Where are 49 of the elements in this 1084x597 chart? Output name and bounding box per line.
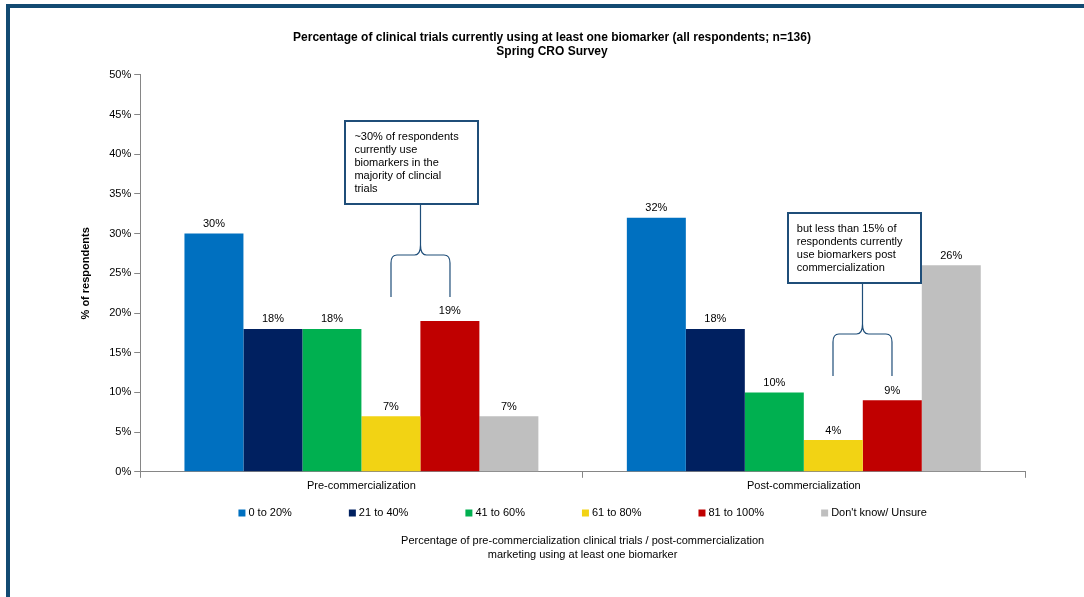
legend-label: Don't know/ Unsure [831,506,927,519]
bar [361,416,421,472]
y-axis-title: % of respondents [78,227,91,320]
data-label: 4% [825,423,842,436]
y-tick-label: 25% [109,266,132,279]
y-tick-label: 5% [115,425,132,438]
x-tick-label: Pre-commercialization [307,479,416,492]
annotation: ~30% of respondents currently use biomarkers in the majority of clincial trials [344,119,480,205]
bar [862,400,922,472]
legend-label: 61 to 80% [591,506,642,519]
y-tick-label: 40% [109,147,132,160]
data-label: 26% [940,248,963,261]
chart-subtitle: Spring CRO Survey [496,43,608,58]
data-label: 30% [202,217,226,230]
y-tick-label: 20% [109,306,132,319]
data-label: 18% [261,312,285,325]
bar [420,320,480,472]
data-label: 18% [320,312,344,325]
bar [803,440,863,472]
annotation: but less than 15% of respondents currently use biomarkers post commercialization [786,212,922,285]
bar [744,392,804,472]
y-tick-label: 35% [109,186,132,199]
data-label: 10% [763,375,786,388]
bar [184,233,244,472]
y-tick-label: 10% [109,385,132,398]
data-label: 7% [382,399,400,412]
x-tick-label: Post-commercialization [746,479,861,492]
y-tick-label: 15% [109,345,132,358]
bar [626,217,686,472]
data-label: 19% [438,304,462,317]
y-tick-label: 30% [109,226,132,239]
y-tick-label: 45% [109,107,132,120]
y-tick-label: 0% [115,464,132,477]
data-label: 7% [500,399,518,412]
bar [921,265,981,472]
y-tick-label: 50% [109,67,132,80]
legend-label: 0 to 20% [248,506,293,519]
data-label: 9% [884,383,901,396]
x-axis-title: Percentage of pre-commercialization clinical trials / post-commercialization marketing using at least one biomarker [401,533,765,560]
data-label: 32% [645,201,668,214]
bar [302,328,362,472]
legend-label: 21 to 40% [358,506,409,519]
data-label: 18% [704,312,727,325]
legend-label: 81 to 100% [708,506,765,519]
bar [479,416,539,472]
chart-title: Percentage of clinical trials currently using at least one biomarker (all respondents; n=136) [293,29,811,44]
bar [685,328,745,472]
legend-label: 41 to 60% [475,506,526,519]
bar [243,328,303,472]
